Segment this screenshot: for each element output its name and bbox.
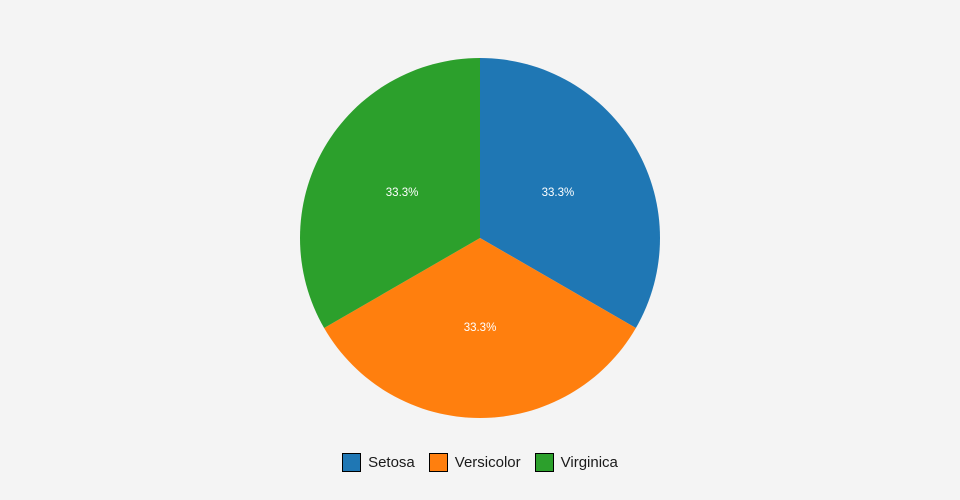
legend-item-label: Setosa <box>368 454 415 471</box>
pie-slice-setosa[interactable] <box>480 58 660 328</box>
pie-slice-versicolor[interactable] <box>324 238 636 418</box>
legend-item-setosa[interactable]: Setosa <box>342 453 415 472</box>
slice-label-virginica: 33.3% <box>386 187 419 199</box>
legend-swatch-setosa <box>342 453 362 472</box>
legend: Setosa Versicolor Virginica <box>0 453 960 472</box>
pie-chart-svg: 33.3% 33.3% 33.3% <box>300 58 660 418</box>
legend-swatch-versicolor <box>428 453 448 472</box>
legend-item-versicolor[interactable]: Versicolor <box>428 453 521 472</box>
slice-label-setosa: 33.3% <box>542 187 575 199</box>
legend-item-label: Versicolor <box>454 454 521 471</box>
slice-label-versicolor: 33.3% <box>464 322 497 334</box>
pie-slice-virginica[interactable] <box>300 58 480 328</box>
legend-item-virginica[interactable]: Virginica <box>534 453 618 472</box>
legend-swatch-virginica <box>534 453 554 472</box>
legend-item-label: Virginica <box>560 454 618 471</box>
